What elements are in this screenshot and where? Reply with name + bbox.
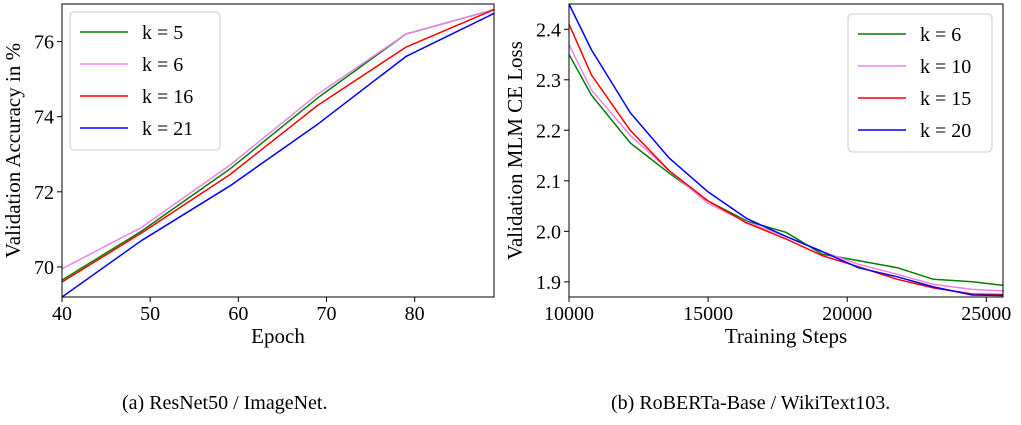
legend-label: k = 6 [920, 24, 961, 46]
series-line-k6 [569, 54, 1003, 287]
legend-box [847, 13, 993, 153]
x-tick-label: 50 [140, 303, 160, 325]
y-tick-label: 2.0 [536, 221, 561, 243]
x-axis-label: Epoch [251, 324, 305, 348]
legend: k = 5 k = 6 k = 16 k = 21 [69, 11, 221, 151]
chart-loss: 10000 15000 20000 25000 1.9 2.0 2.1 2.2 2.3 2.4 Tr… [503, 3, 1011, 348]
legend-label: k = 6 [142, 54, 183, 76]
y-axis-label: Validation MLM CE Loss [503, 41, 527, 260]
y-tick-label: 72 [34, 182, 54, 204]
y-tick-label: 76 [34, 32, 54, 54]
legend-label: k = 5 [142, 22, 183, 44]
legend-label: k = 20 [920, 120, 971, 142]
series-line-k15 [569, 23, 1003, 296]
legend: k = 6 k = 10 k = 15 k = 20 [847, 13, 993, 153]
y-tick-label: 70 [34, 257, 54, 279]
legend-box [69, 11, 221, 151]
x-tick-label: 20000 [822, 303, 872, 325]
y-tick-label: 2.4 [536, 19, 561, 41]
legend-label: k = 15 [920, 88, 971, 110]
plot-frame [568, 3, 1004, 298]
series-line-k16 [62, 8, 494, 283]
x-tick-label: 10000 [544, 303, 594, 325]
series-line-k20 [569, 4, 1003, 297]
y-axis-label: Validation Accuracy in % [1, 43, 25, 258]
y-tick-label: 74 [34, 107, 54, 129]
x-tick-label: 70 [316, 303, 336, 325]
x-axis-label: Training Steps [725, 324, 847, 348]
y-tick-label: 2.2 [536, 120, 561, 142]
caption-b: (b) RoBERTa-Base / WikiText103. [611, 392, 891, 414]
legend-label: k = 21 [142, 118, 193, 140]
series-group [569, 4, 1003, 297]
x-tick-label: 25000 [961, 303, 1011, 325]
x-tick-label: 40 [52, 303, 72, 325]
caption-a: (a) ResNet50 / ImageNet. [122, 392, 328, 414]
legend-label: k = 16 [142, 86, 193, 108]
y-tick-label: 2.3 [536, 70, 561, 92]
x-tick-label: 80 [405, 303, 425, 325]
x-tick-label: 15000 [683, 303, 733, 325]
series-line-k6 [62, 8, 494, 270]
y-tick-label: 2.1 [536, 171, 561, 193]
series-group [62, 8, 494, 297]
plot-frame [61, 3, 495, 298]
legend-label: k = 10 [920, 56, 971, 78]
x-tick-label: 60 [228, 303, 248, 325]
y-tick-label: 1.9 [536, 272, 561, 294]
chart-accuracy: 40 50 60 70 80 70 72 74 76 Epoch Validation Accura… [1, 3, 495, 348]
series-line-k21 [62, 12, 494, 297]
